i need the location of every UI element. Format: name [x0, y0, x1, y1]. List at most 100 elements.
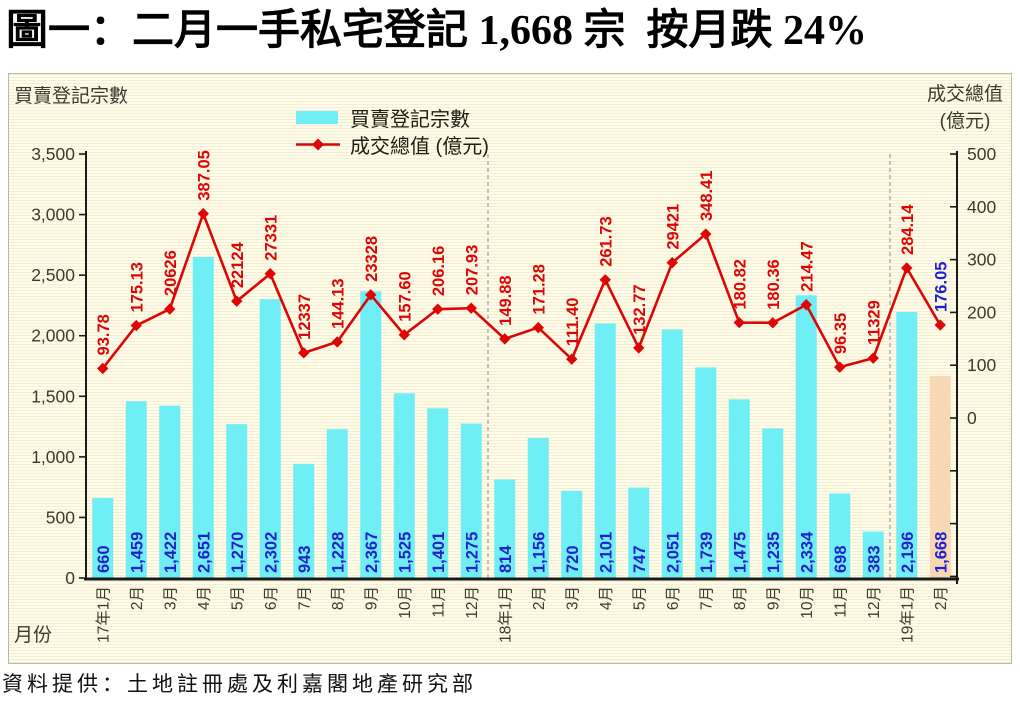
- line-value-label: 20626: [162, 250, 180, 296]
- bar-value-label: 2,367: [363, 532, 381, 573]
- x-axis-label: 11月: [430, 586, 447, 618]
- x-axis-label: 8月: [330, 586, 347, 610]
- line-marker-diamond: [164, 303, 176, 315]
- line-value-label: 387.05: [195, 150, 213, 200]
- x-axis-label: 10月: [397, 586, 414, 619]
- x-axis-label: 17年1月: [94, 586, 112, 643]
- line-marker-diamond: [231, 295, 243, 307]
- line-series: [97, 207, 946, 375]
- line-marker-diamond: [298, 347, 310, 359]
- line-value-label: 348.41: [698, 171, 716, 221]
- bar: [326, 429, 348, 578]
- bar-value-label: 1,156: [530, 532, 548, 573]
- x-axis-label: 2月: [531, 586, 548, 610]
- legend-item-line: 成交總值 (億元): [296, 131, 489, 158]
- legend-item-bar: 買賣登記宗數: [296, 104, 489, 131]
- bar-value-label: 2,334: [798, 531, 816, 573]
- line-marker-diamond: [264, 267, 276, 280]
- bar-value-label: 1,275: [463, 532, 481, 573]
- bar: [159, 405, 181, 578]
- bar-value-label: 2,302: [262, 532, 280, 573]
- line-marker-diamond: [432, 303, 444, 315]
- x-axis-label: 12月: [866, 586, 883, 619]
- bar-value-label: 814: [497, 545, 515, 573]
- line-marker-diamond: [934, 319, 946, 331]
- bar-value-label: 1,525: [396, 532, 414, 573]
- bar: [427, 408, 449, 578]
- bar: [494, 479, 516, 578]
- line-value-label: 206.16: [430, 246, 448, 296]
- bar: [527, 437, 549, 578]
- line-value-label: 96.35: [832, 313, 850, 354]
- x-axis-label: 6月: [665, 586, 682, 610]
- line-value-label: 23328: [363, 236, 381, 282]
- left-axis-tick-label: 0: [65, 568, 75, 588]
- line-value-label: 149.88: [497, 275, 515, 325]
- left-axis-tick-label: 3,000: [31, 205, 75, 225]
- line-value-label: 207.93: [463, 245, 481, 295]
- bar-value-label: 1,668: [932, 532, 950, 573]
- right-axis-tick-label: 100: [967, 355, 996, 375]
- bar-value-label: 660: [95, 545, 113, 573]
- bar-value-label: 2,051: [664, 532, 682, 573]
- bar-value-label: 943: [296, 545, 314, 573]
- bar-value-label: 2,651: [195, 532, 213, 573]
- line-value-label: 12337: [296, 294, 314, 340]
- line-marker-diamond: [566, 353, 578, 365]
- bar: [795, 295, 817, 578]
- x-axis-label: 5月: [631, 586, 648, 610]
- bar: [192, 256, 214, 578]
- line-series-marker-icon: [296, 138, 340, 151]
- x-axis-label: 3月: [162, 586, 179, 610]
- bar: [594, 323, 616, 578]
- line-marker-diamond: [599, 274, 611, 286]
- x-axis-label: 11月: [832, 586, 849, 618]
- bar-value-labels: 660 1,459 1,422 2,651 1,270 2,302 943 1,228 2,36…: [95, 531, 951, 573]
- line-marker-diamond: [532, 321, 544, 334]
- line-marker-diamond: [867, 352, 879, 364]
- x-axis-label: 2月: [933, 586, 950, 610]
- bar: [661, 329, 683, 578]
- line-marker-diamond: [666, 256, 678, 269]
- bar: [728, 399, 750, 578]
- bar: [762, 428, 784, 578]
- line-value-label: 93.78: [95, 314, 113, 355]
- line-marker-diamond: [901, 262, 913, 274]
- bar-value-label: 747: [631, 545, 649, 573]
- line-marker-diamond: [700, 228, 712, 240]
- trend-line: [101, 209, 942, 370]
- x-axis-label: 6月: [263, 586, 280, 610]
- x-axis-label: 4月: [196, 586, 213, 610]
- line-marker-diamond: [733, 316, 745, 329]
- left-axis-tick-label: 1,000: [31, 447, 75, 467]
- line-value-label: 175.13: [128, 262, 146, 312]
- line-value-label: 180.36: [765, 259, 783, 309]
- bar-value-label: 698: [832, 545, 850, 573]
- bar-value-label: 1,459: [128, 532, 146, 573]
- left-axis-ticks: 0 500 1,000 1,500 2,000 2,500 3,000 3,500: [31, 144, 86, 588]
- bar: [862, 531, 884, 578]
- line-value-label: 144.13: [329, 278, 347, 328]
- bar: [360, 291, 382, 578]
- line-value-label: 214.47: [798, 241, 816, 291]
- x-axis-label: 4月: [598, 586, 615, 610]
- bar-series-swatch: [296, 111, 338, 124]
- x-axis-label: 18年1月: [496, 586, 514, 643]
- bar: [226, 424, 248, 578]
- x-axis-label: 7月: [698, 586, 715, 610]
- bar-value-label: 1,401: [430, 532, 448, 573]
- bar-value-label: 2,101: [597, 532, 615, 573]
- x-axis-label: 9月: [765, 586, 782, 610]
- left-axis-tick-label: 2,500: [31, 265, 75, 285]
- line-value-label: 29421: [664, 204, 682, 250]
- bar-value-label: 1,235: [765, 532, 783, 573]
- x-axis-label: 12月: [464, 586, 481, 619]
- line-marker-diamond: [331, 336, 343, 348]
- x-axis-label: 5月: [229, 586, 246, 610]
- right-axis-title-line2: (億元): [939, 111, 991, 132]
- x-axis-labels: 17年1月 2月 3月 4月 5月 6月 7月 8月 9月 10月 11月 12月 18年1月 2月 3月 4…: [94, 586, 950, 643]
- line-marker-diamond: [97, 362, 109, 375]
- x-axis-label: 10月: [799, 586, 816, 619]
- bar-value-label: 1,739: [698, 532, 716, 573]
